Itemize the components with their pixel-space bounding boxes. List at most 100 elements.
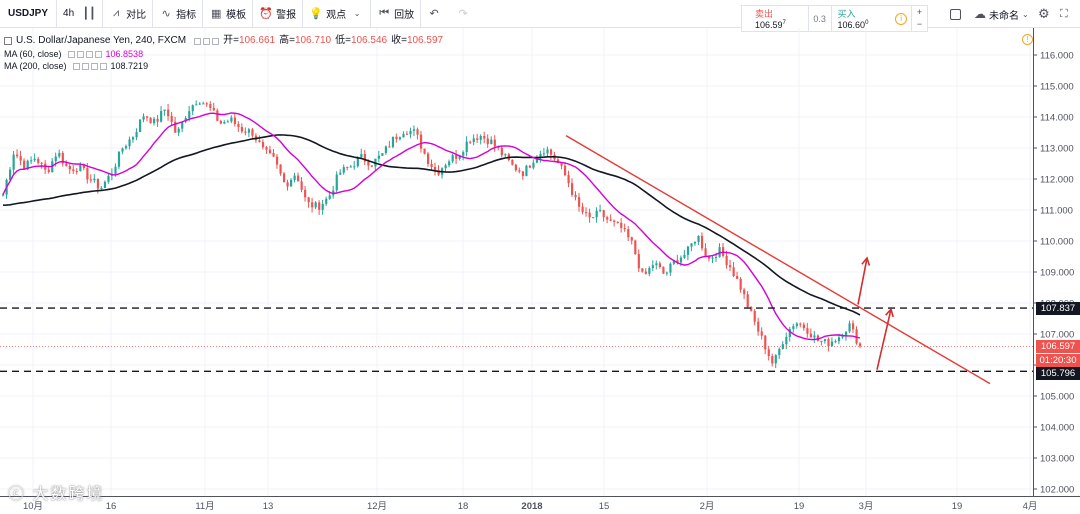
candle-body bbox=[363, 154, 366, 162]
candle-body bbox=[100, 187, 103, 189]
candle-body bbox=[785, 336, 788, 345]
candle-body bbox=[774, 355, 777, 364]
candle-body bbox=[528, 165, 532, 168]
candle-body bbox=[75, 171, 78, 173]
candle-body bbox=[367, 161, 370, 166]
candle-body bbox=[325, 198, 328, 204]
plus-icon[interactable]: + bbox=[916, 7, 923, 17]
candle-body bbox=[170, 116, 173, 122]
chevron-down-icon: ⌄ bbox=[1022, 9, 1029, 19]
eye-icon[interactable] bbox=[67, 50, 75, 58]
info-button[interactable]: i bbox=[891, 6, 911, 31]
candle-body bbox=[542, 153, 546, 155]
candle-body bbox=[117, 151, 121, 167]
more-icon[interactable] bbox=[94, 50, 102, 58]
eye-icon[interactable] bbox=[72, 62, 80, 70]
candle-body bbox=[455, 155, 458, 159]
candle-body bbox=[585, 212, 588, 214]
high-label: 高= bbox=[279, 35, 295, 46]
low-value: 106.546 bbox=[350, 35, 388, 46]
settings-icon[interactable] bbox=[76, 50, 84, 58]
save-layout-button[interactable]: ☁ 未命名 ⌄ bbox=[974, 0, 1029, 28]
alert-icon[interactable]: ! bbox=[1022, 34, 1033, 45]
low-label: 低= bbox=[335, 35, 351, 46]
undo-button[interactable]: ↶ bbox=[421, 0, 450, 28]
candle-body bbox=[669, 263, 672, 273]
candle-body bbox=[637, 254, 640, 269]
candle-body bbox=[620, 222, 623, 229]
candle-body bbox=[318, 202, 321, 210]
redo-icon: ↷ bbox=[458, 8, 468, 20]
candle-body bbox=[725, 255, 728, 266]
candle-body bbox=[693, 241, 697, 244]
candle-body bbox=[47, 169, 50, 172]
candle-body bbox=[33, 158, 36, 161]
price-chart[interactable]: 102.000103.000104.000105.000106.000107.0… bbox=[0, 28, 1080, 514]
sell-button[interactable]: 卖出 106.597 bbox=[742, 6, 808, 31]
candle-body bbox=[623, 228, 626, 230]
settings-button[interactable]: ⚙ bbox=[1038, 0, 1050, 28]
alert-button[interactable]: ⏰ 警报 bbox=[253, 0, 304, 28]
candle-body bbox=[405, 133, 409, 135]
support-price-tag: 105.796 bbox=[1036, 367, 1080, 380]
candle-body bbox=[96, 178, 100, 189]
close-icon[interactable] bbox=[90, 62, 98, 70]
close-icon[interactable] bbox=[85, 50, 93, 58]
candle-body bbox=[300, 181, 303, 190]
templates-button[interactable]: ▦ 模板 bbox=[203, 0, 254, 28]
fullscreen-button[interactable]: ⛶ bbox=[1060, 0, 1068, 28]
time-tick-label: 4月 bbox=[1023, 501, 1038, 512]
redo-button[interactable]: ↷ bbox=[450, 0, 479, 28]
candle-body bbox=[764, 335, 767, 350]
settings-icon[interactable] bbox=[81, 62, 89, 70]
candle-body bbox=[757, 321, 760, 332]
symbol-search[interactable]: USDJPY bbox=[0, 0, 58, 28]
candle-body bbox=[402, 133, 405, 138]
price-tick-label: 116.000 bbox=[1040, 51, 1074, 62]
collapse-icon[interactable] bbox=[4, 37, 12, 45]
buy-button[interactable]: 买入 106.600 bbox=[832, 6, 892, 31]
candle-body bbox=[767, 349, 770, 356]
compare-button[interactable]: ⩘ 对比 bbox=[103, 0, 154, 28]
price-tick-label: 111.000 bbox=[1040, 206, 1073, 217]
candle-body bbox=[40, 162, 43, 164]
more-icon[interactable] bbox=[99, 62, 107, 70]
more-icon[interactable] bbox=[212, 37, 220, 45]
cloud-icon: ☁ bbox=[974, 7, 986, 21]
candle-body bbox=[68, 165, 71, 170]
candle-body bbox=[138, 119, 142, 133]
indicators-label: 指标 bbox=[176, 10, 197, 21]
candle-body bbox=[851, 323, 855, 330]
settings-icon[interactable] bbox=[203, 37, 211, 45]
candle-body bbox=[546, 149, 549, 154]
eye-icon[interactable] bbox=[194, 37, 202, 45]
candle-body bbox=[233, 117, 237, 124]
candle-body bbox=[634, 240, 637, 255]
quantity-stepper[interactable]: + − bbox=[911, 6, 927, 31]
candle-body bbox=[167, 109, 170, 117]
candle-body bbox=[609, 219, 612, 221]
candle-body bbox=[205, 103, 208, 105]
layout-checkbox[interactable] bbox=[950, 0, 961, 28]
candle-body bbox=[188, 111, 191, 119]
sell-price: 106.59 bbox=[755, 20, 783, 30]
chart-grid bbox=[0, 28, 1033, 496]
open-value: 106.661 bbox=[238, 35, 276, 46]
candle-body bbox=[837, 337, 841, 342]
lightbulb-icon: 💡 bbox=[309, 8, 323, 20]
sell-label: 卖出 bbox=[755, 9, 774, 19]
candle-body bbox=[462, 152, 465, 156]
price-tick-label: 103.000 bbox=[1040, 454, 1074, 465]
replay-button[interactable]: ⏮ 回放 bbox=[371, 0, 422, 28]
indicators-button[interactable]: ∿ 指标 bbox=[153, 0, 204, 28]
minus-icon[interactable]: − bbox=[916, 19, 923, 29]
chevron-down-icon: ⌄ bbox=[353, 9, 361, 18]
bar-style-icon[interactable]: ┃┃ bbox=[82, 8, 96, 20]
candle-body bbox=[219, 120, 222, 124]
candle-body bbox=[458, 155, 461, 159]
time-tick-label: 19 bbox=[952, 501, 963, 512]
ideas-button[interactable]: 💡 观点 ⌄ bbox=[303, 0, 372, 28]
candle-body bbox=[830, 341, 834, 347]
interval-button[interactable]: 4h ┃┃ bbox=[57, 0, 104, 28]
watermark: ⓒ 大数跨境 bbox=[8, 480, 104, 504]
